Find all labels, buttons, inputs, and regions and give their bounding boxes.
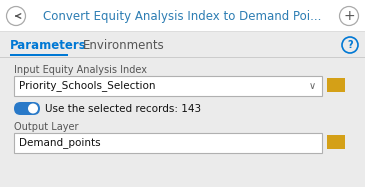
- FancyBboxPatch shape: [14, 102, 40, 115]
- Text: ?: ?: [347, 40, 353, 50]
- Text: Demand_points: Demand_points: [19, 138, 101, 148]
- FancyBboxPatch shape: [14, 133, 322, 153]
- Text: Use the selected records: 143: Use the selected records: 143: [45, 103, 201, 114]
- Circle shape: [7, 7, 26, 25]
- FancyBboxPatch shape: [0, 31, 365, 32]
- Text: Parameters: Parameters: [10, 39, 87, 51]
- Text: Input Equity Analysis Index: Input Equity Analysis Index: [14, 65, 147, 75]
- FancyBboxPatch shape: [10, 54, 68, 56]
- FancyBboxPatch shape: [14, 76, 322, 96]
- FancyBboxPatch shape: [327, 135, 336, 138]
- FancyBboxPatch shape: [327, 135, 345, 149]
- Text: +: +: [343, 9, 355, 23]
- Text: Environments: Environments: [83, 39, 165, 51]
- Circle shape: [28, 103, 38, 114]
- Text: Output Layer: Output Layer: [14, 122, 78, 132]
- FancyBboxPatch shape: [0, 32, 365, 58]
- Text: Convert Equity Analysis Index to Demand Poi...: Convert Equity Analysis Index to Demand …: [43, 10, 322, 22]
- Circle shape: [342, 37, 358, 53]
- Text: Priority_Schools_Selection: Priority_Schools_Selection: [19, 81, 155, 91]
- FancyBboxPatch shape: [327, 78, 336, 81]
- Circle shape: [339, 7, 358, 25]
- FancyBboxPatch shape: [327, 78, 345, 92]
- Text: ∨: ∨: [308, 81, 316, 91]
- FancyBboxPatch shape: [0, 57, 365, 58]
- FancyBboxPatch shape: [0, 0, 365, 32]
